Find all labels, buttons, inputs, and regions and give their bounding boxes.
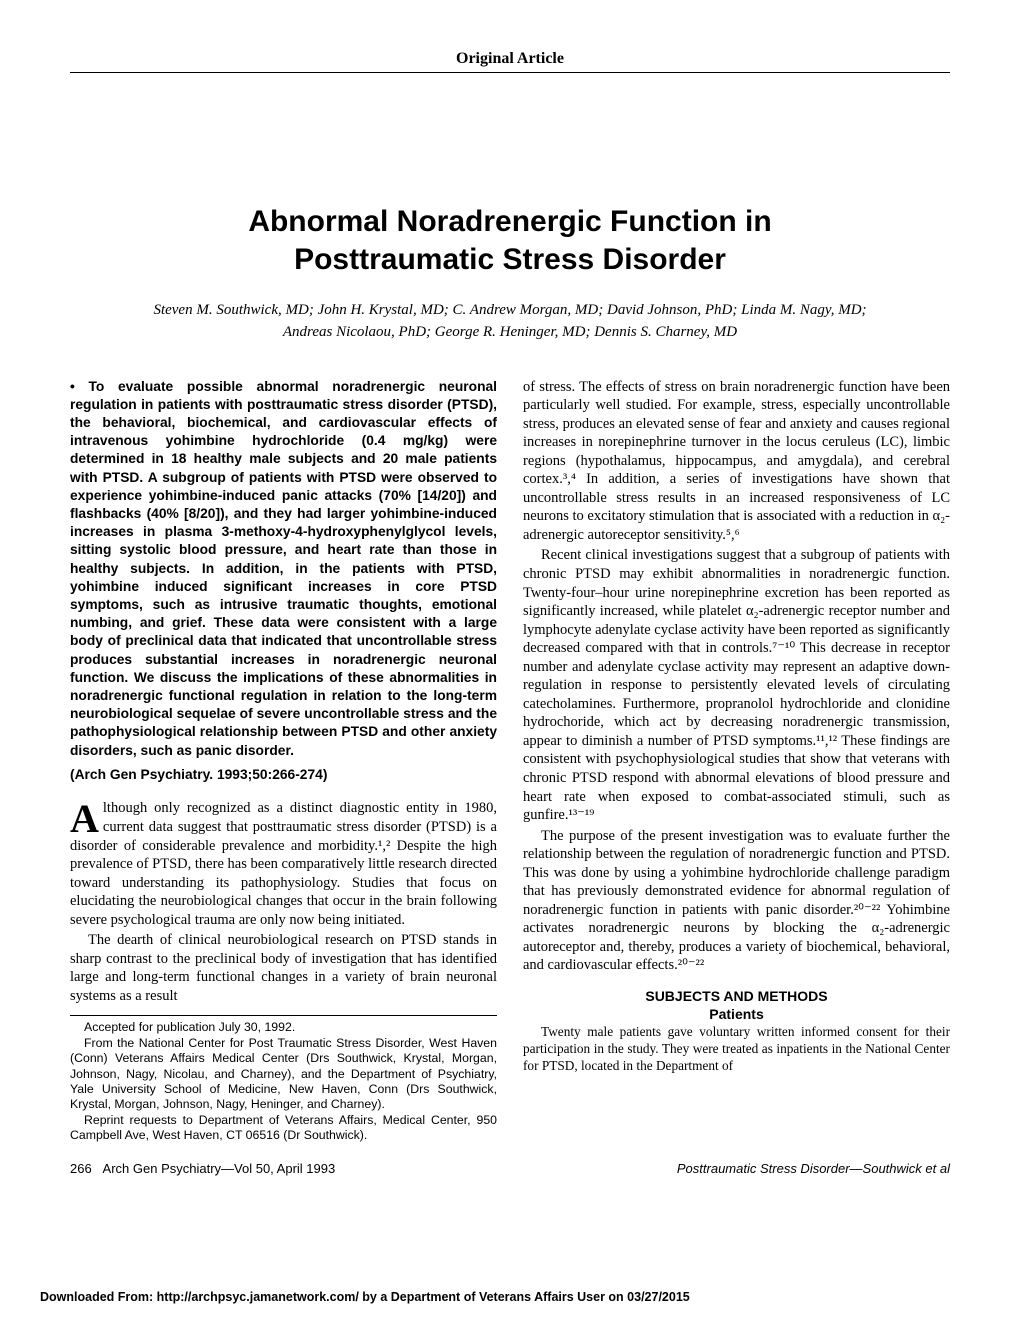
footnote-accepted: Accepted for publication July 30, 1992. bbox=[70, 1020, 497, 1035]
body-paragraph-3: of stress. The effects of stress on brai… bbox=[523, 378, 950, 545]
footnote-block: Accepted for publication July 30, 1992. … bbox=[70, 1020, 497, 1143]
heading-subjects-methods: SUBJECTS AND METHODS bbox=[523, 987, 950, 1005]
footnote-affiliation: From the National Center for Post Trauma… bbox=[70, 1036, 497, 1113]
title-line-2: Posttraumatic Stress Disorder bbox=[70, 241, 950, 279]
body-paragraph-1: Although only recognized as a distinct d… bbox=[70, 799, 497, 929]
article-category: Original Article bbox=[70, 50, 950, 73]
two-column-body: • To evaluate possible abnormal noradren… bbox=[70, 378, 950, 1144]
right-column: of stress. The effects of stress on brai… bbox=[523, 378, 950, 1144]
page-number: 266 bbox=[70, 1161, 92, 1176]
abstract-text: • To evaluate possible abnormal noradren… bbox=[70, 378, 497, 760]
footnote-reprints: Reprint requests to Department of Vetera… bbox=[70, 1113, 497, 1144]
dropcap-letter: A bbox=[70, 799, 103, 836]
article-title: Abnormal Noradrenergic Function in Postt… bbox=[70, 203, 950, 278]
footer-right: Posttraumatic Stress Disorder—Southwick … bbox=[677, 1161, 950, 1176]
body-paragraph-6: Twenty male patients gave voluntary writ… bbox=[523, 1023, 950, 1074]
authors-line-2: Andreas Nicolaou, PhD; George R. Heninge… bbox=[70, 322, 950, 344]
footer-left: 266 Arch Gen Psychiatry—Vol 50, April 19… bbox=[70, 1161, 335, 1176]
section-heading-subjects: SUBJECTS AND METHODS Patients bbox=[523, 987, 950, 1023]
authors-line-1: Steven M. Southwick, MD; John H. Krystal… bbox=[70, 300, 950, 322]
title-line-1: Abnormal Noradrenergic Function in bbox=[70, 203, 950, 241]
body-paragraph-5: The purpose of the present investigation… bbox=[523, 827, 950, 975]
footer-journal-left: Arch Gen Psychiatry—Vol 50, April 1993 bbox=[103, 1161, 336, 1176]
body-p1-text: lthough only recognized as a distinct di… bbox=[70, 800, 497, 927]
download-attribution: Downloaded From: http://archpsyc.jamanet… bbox=[40, 1290, 690, 1304]
left-column: • To evaluate possible abnormal noradren… bbox=[70, 378, 497, 1144]
page-footer: 266 Arch Gen Psychiatry—Vol 50, April 19… bbox=[70, 1161, 950, 1176]
heading-patients: Patients bbox=[523, 1005, 950, 1023]
author-list: Steven M. Southwick, MD; John H. Krystal… bbox=[70, 300, 950, 344]
body-paragraph-2: The dearth of clinical neurobiological r… bbox=[70, 931, 497, 1005]
citation: (Arch Gen Psychiatry. 1993;50:266-274) bbox=[70, 766, 497, 784]
body-paragraph-4: Recent clinical investigations suggest t… bbox=[523, 546, 950, 824]
